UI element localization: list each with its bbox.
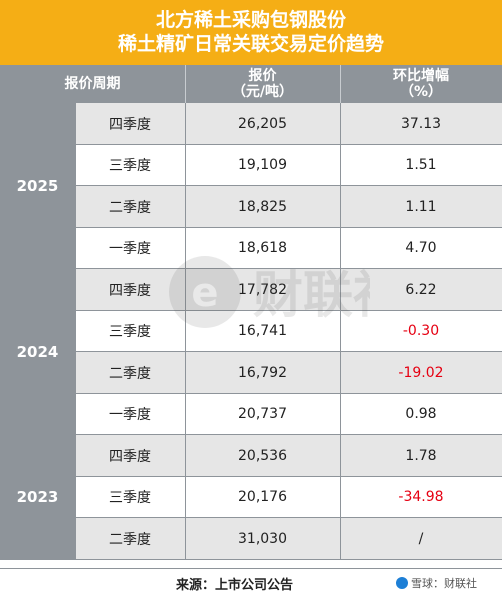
table-row: 三季度 20,176 -34.98 [75, 476, 502, 518]
table-row: 一季度 18,618 4.70 [75, 227, 502, 269]
quarter-cell: 二季度 [109, 531, 151, 548]
quarter-cell: 四季度 [109, 282, 151, 299]
title-line-2: 稀土精矿日常关联交易定价趋势 [117, 33, 384, 55]
table-row: 二季度 18,825 1.11 [75, 186, 502, 228]
column-divider [185, 103, 186, 560]
snowball-logo-icon [396, 577, 408, 589]
row-divider [75, 392, 502, 394]
change-cell: 1.78 [405, 447, 437, 464]
price-cell: 18,825 [238, 198, 287, 215]
brand-mark: 雪球：财联社 [396, 575, 477, 591]
group-divider [0, 558, 502, 560]
header-price-label: 报价 [248, 68, 277, 84]
price-cell: 20,176 [238, 489, 287, 506]
quarter-cell: 三季度 [109, 490, 151, 507]
price-cell: 18,618 [238, 240, 287, 257]
price-cell: 26,205 [238, 115, 287, 132]
table-row: 一季度 20,737 0.98 [75, 393, 502, 435]
header-period: 报价周期 [0, 65, 185, 103]
quarter-cell: 二季度 [109, 199, 151, 216]
year-label: 2023 [0, 435, 75, 560]
table-row: 二季度 16,792 -19.02 [75, 352, 502, 394]
header-divider [185, 65, 186, 103]
price-cell: 20,536 [238, 447, 287, 464]
quarter-cell: 三季度 [109, 324, 151, 341]
year-label: 2025 [0, 103, 75, 269]
change-cell: -34.98 [398, 489, 444, 506]
header-change-unit: （%） [399, 84, 443, 100]
row-divider [75, 226, 502, 228]
header-price: 报价 （元/吨） [185, 65, 340, 103]
source-note: 来源：上市公司公告 [176, 578, 294, 593]
row-divider [75, 185, 502, 186]
change-cell: 6.22 [405, 281, 437, 298]
quarter-cell: 二季度 [109, 365, 151, 382]
row-divider [75, 351, 502, 352]
quarter-cell: 四季度 [109, 116, 151, 133]
table-row: 三季度 19,109 1.51 [75, 144, 502, 186]
header-change-label: 环比增幅 [393, 68, 449, 84]
price-cell: 20,737 [238, 406, 287, 423]
footer: 来源：上市公司公告 雪球：财联社 [0, 568, 502, 597]
table-row: 四季度 17,782 6.22 [75, 269, 502, 311]
change-cell: 0.98 [405, 406, 437, 423]
price-cell: 17,782 [238, 281, 287, 298]
group-divider [0, 268, 502, 269]
row-divider [75, 517, 502, 518]
brand-label: 雪球：财联社 [411, 577, 477, 590]
group-divider [0, 434, 502, 435]
change-cell: 1.11 [405, 198, 437, 215]
change-cell: -19.02 [398, 364, 444, 381]
change-cell: 4.70 [405, 240, 437, 257]
header-divider [340, 65, 341, 103]
year-label: 2024 [0, 269, 75, 435]
title-bar: 北方稀土采购包钢股份 稀土精矿日常关联交易定价趋势 [0, 0, 502, 65]
quarter-cell: 一季度 [109, 407, 151, 424]
row-divider [75, 475, 502, 477]
quarter-cell: 四季度 [109, 448, 151, 465]
price-cell: 19,109 [238, 157, 287, 174]
header-change: 环比增幅 （%） [340, 65, 502, 103]
quarter-cell: 三季度 [109, 158, 151, 175]
price-cell: 16,741 [238, 323, 287, 340]
row-divider [75, 143, 502, 145]
price-cell: 31,030 [238, 530, 287, 547]
table-header: 报价周期 报价 （元/吨） 环比增幅 （%） [0, 65, 502, 103]
row-divider [75, 309, 502, 311]
header-price-unit: （元/吨） [231, 84, 294, 100]
table-row: 四季度 20,536 1.78 [75, 435, 502, 477]
header-period-label: 报价周期 [64, 76, 121, 92]
change-cell: / [418, 530, 424, 547]
column-divider [75, 103, 76, 560]
table-row: 三季度 16,741 -0.30 [75, 310, 502, 352]
table-row: 二季度 31,030 / [75, 518, 502, 560]
change-cell: -0.30 [402, 323, 440, 340]
column-divider [340, 103, 341, 560]
title-line-1: 北方稀土采购包钢股份 [155, 9, 346, 31]
table-row: 四季度 26,205 37.13 [75, 103, 502, 145]
quarter-cell: 一季度 [109, 241, 151, 258]
change-cell: 1.51 [405, 157, 437, 174]
change-cell: 37.13 [400, 115, 442, 132]
price-cell: 16,792 [238, 364, 287, 381]
